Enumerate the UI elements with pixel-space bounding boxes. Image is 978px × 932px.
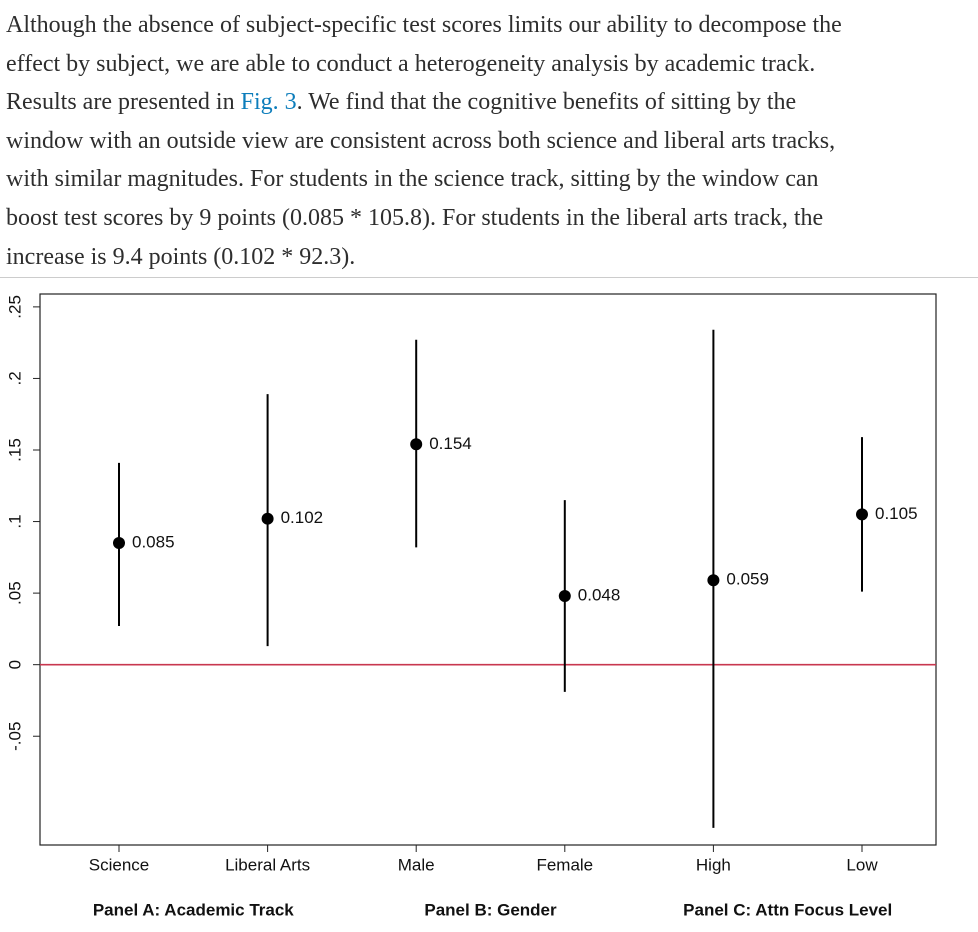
- value-label: 0.102: [281, 508, 324, 527]
- y-tick-label: .2: [5, 371, 24, 385]
- text-line: increase is 9.4 points (0.102 * 92.3).: [6, 243, 356, 270]
- y-tick-label: .25: [5, 295, 24, 319]
- value-label: 0.048: [578, 585, 621, 604]
- y-tick-label: .05: [5, 581, 24, 605]
- lines-before: Although the absence of subject-specific…: [6, 6, 842, 83]
- y-tick-label: .1: [5, 514, 24, 528]
- figure-link[interactable]: Fig. 3: [240, 89, 297, 116]
- plot-frame: [39, 293, 937, 846]
- panel-label: Panel A: Academic Track: [93, 900, 294, 919]
- text-line: Results are presented in Fig. 3. We find…: [6, 83, 842, 122]
- point: [261, 512, 274, 525]
- y-tick-label: .15: [5, 438, 24, 462]
- text-line: window with an outside view are consiste…: [6, 127, 836, 154]
- y-tick-label: 0: [5, 660, 24, 669]
- point: [410, 438, 423, 451]
- panel-label: Panel C: Attn Focus Level: [683, 900, 892, 919]
- point: [856, 508, 868, 521]
- x-tick-label: Female: [536, 855, 593, 874]
- text-span: Results are presented in: [6, 89, 241, 116]
- y-tick-label: -.05: [5, 722, 24, 751]
- value-label: 0.105: [875, 504, 918, 523]
- x-tick-label: Science: [89, 855, 149, 874]
- panel-label: Panel B: Gender: [424, 900, 557, 919]
- text-span: . We find that the cognitive benefits of…: [296, 89, 797, 116]
- x-tick-label: Low: [846, 855, 878, 874]
- text-line: with similar magnitudes. For students in…: [6, 166, 819, 193]
- x-tick-label: Male: [398, 855, 435, 874]
- value-label: 0.085: [132, 533, 175, 552]
- value-label: 0.059: [726, 570, 769, 589]
- value-label: 0.154: [429, 434, 472, 453]
- x-tick-label: High: [696, 855, 731, 874]
- text-line: effect by subject, we are able to conduc…: [6, 50, 816, 77]
- point: [707, 574, 720, 587]
- separator: [0, 277, 978, 278]
- paragraph: Although the absence of subject-specific…: [6, 6, 842, 276]
- x-tick-label: Liberal Arts: [225, 855, 310, 874]
- lines-after: window with an outside view are consiste…: [6, 122, 842, 276]
- point: [558, 589, 571, 602]
- point: [113, 537, 125, 550]
- text-line: boost test scores by 9 points (0.085 * 1…: [6, 204, 824, 231]
- text-line: Although the absence of subject-specific…: [6, 12, 842, 38]
